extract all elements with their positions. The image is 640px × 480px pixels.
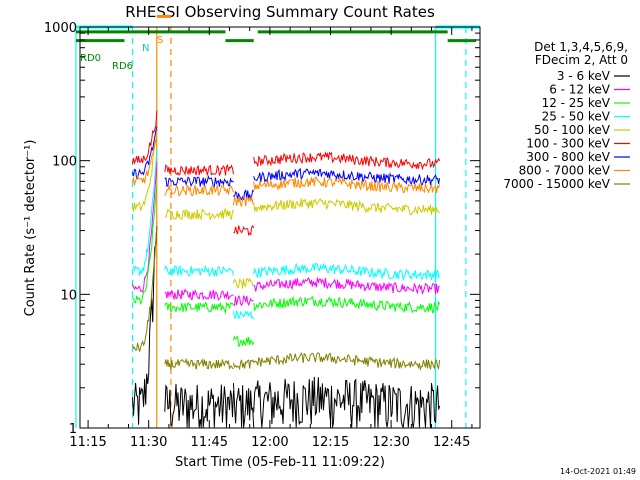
series-line-6-seg-2: [233, 189, 255, 201]
series-line-7-seg-3: [253, 176, 441, 194]
x-axis: 11:15 11:30 11:45 12:00 12:15 12:30 12:45: [69, 27, 473, 450]
series-line-2-seg-2: [233, 335, 255, 347]
series-line-4-seg-0: [132, 126, 158, 212]
x-tick-label: 11:30: [130, 435, 167, 450]
bar-label-s: S: [157, 35, 163, 46]
plot-frame: [79, 26, 481, 429]
series-line-6-seg-3: [253, 167, 441, 186]
y-tick-label: 100: [52, 155, 77, 170]
series-line-3-seg-3: [253, 262, 441, 282]
series-line-8-seg-1: [164, 357, 234, 370]
series-line-3-seg-0: [132, 148, 158, 276]
legend-label-3: 25 - 50 keV: [542, 110, 611, 124]
chart-title: RHESSI Observing Summary Count Rates: [125, 3, 435, 21]
series-line-0-seg-2: [233, 383, 255, 428]
legend-label-5: 100 - 300 keV: [526, 137, 610, 151]
series-line-8-seg-0: [132, 225, 158, 352]
legend-label-6: 300 - 800 keV: [526, 150, 610, 164]
x-tick-label: 12:00: [251, 435, 288, 450]
series-line-2-seg-0: [132, 185, 158, 306]
series-line-4-seg-3: [253, 198, 440, 216]
series-line-0-seg-3: [253, 376, 441, 430]
series-line-5-seg-1: [164, 163, 234, 177]
legend-label-1: 6 - 12 keV: [549, 83, 611, 97]
series-lines: [132, 110, 441, 430]
legend-label-7: 800 - 7000 keV: [519, 164, 611, 178]
series-line-8-seg-2: [233, 359, 255, 371]
y-tick-label: 10: [60, 288, 77, 303]
series-line-0-seg-1: [164, 383, 234, 428]
series-line-1-seg-3: [253, 276, 440, 295]
y-axis: 1 10 100 1000: [44, 21, 480, 437]
series-line-1-seg-1: [164, 288, 234, 301]
series-line-3-seg-2: [233, 310, 255, 320]
x-tick-label: 12:15: [312, 435, 349, 450]
series-line-8-seg-3: [253, 352, 441, 372]
legend-label-8: 7000 - 15000 keV: [503, 177, 610, 191]
bar-label-rd0: RD0: [80, 53, 101, 64]
series-line-1-seg-2: [233, 294, 254, 307]
series-line-5-seg-0: [132, 110, 158, 165]
series-line-7-seg-0: [132, 138, 158, 186]
series-line-5-seg-3: [253, 150, 441, 171]
series-line-5-seg-2: [233, 224, 255, 237]
series-line-3-seg-1: [164, 264, 234, 278]
y-axis-label: Count Rate (s⁻¹ detector⁻¹): [23, 140, 38, 317]
series-line-7-seg-2: [233, 195, 255, 208]
legend-header-1: Det 1,3,4,5,6,9,: [534, 40, 628, 54]
series-line-6-seg-1: [164, 175, 234, 188]
x-tick-label: 11:15: [69, 435, 106, 450]
series-line-7-seg-1: [164, 183, 234, 197]
legend-label-2: 12 - 25 keV: [542, 96, 611, 110]
x-tick-label: 12:45: [433, 435, 470, 450]
legend-label-4: 50 - 100 keV: [534, 123, 611, 137]
x-tick-label: 12:30: [372, 435, 409, 450]
series-line-1-seg-0: [132, 161, 158, 293]
bar-label-rd6: RD6: [112, 61, 133, 72]
y-tick-label: 1000: [44, 21, 77, 36]
series-line-4-seg-1: [164, 207, 234, 221]
y-tick-label: 1: [69, 422, 77, 437]
x-axis-label: Start Time (05-Feb-11 11:09:22): [175, 455, 385, 470]
legend: Det 1,3,4,5,6,9, FDecim 2, Att 0 3 - 6 k…: [503, 40, 630, 191]
x-tick-label: 11:45: [191, 435, 228, 450]
series-line-2-seg-1: [164, 301, 234, 315]
series-line-2-seg-3: [253, 295, 441, 314]
bar-label-n: N: [142, 43, 149, 54]
series-line-0-seg-0: [132, 226, 158, 425]
legend-label-0: 3 - 6 keV: [557, 69, 611, 83]
legend-header-2: FDecim 2, Att 0: [535, 53, 628, 67]
series-line-4-seg-2: [233, 277, 254, 289]
timestamp: 14-Oct-2021 01:49: [560, 467, 636, 476]
